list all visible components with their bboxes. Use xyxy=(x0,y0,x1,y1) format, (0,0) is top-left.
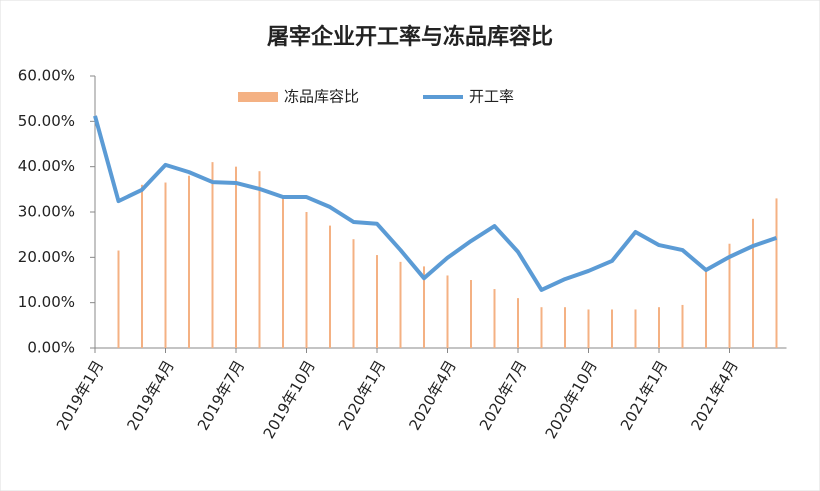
bar xyxy=(540,307,543,348)
bar xyxy=(446,275,449,348)
bar xyxy=(611,309,613,348)
legend-label: 冻品库容比 xyxy=(284,88,359,106)
bar xyxy=(681,304,684,348)
bar xyxy=(117,250,120,348)
bar xyxy=(587,309,590,348)
y-tick-label: 30.00% xyxy=(18,203,75,221)
bar xyxy=(352,239,355,348)
legend-swatch xyxy=(238,92,278,102)
bar xyxy=(399,261,402,348)
bar xyxy=(634,309,637,348)
bar xyxy=(470,280,472,348)
bar xyxy=(752,218,754,348)
bar xyxy=(728,243,731,348)
y-tick-label: 40.00% xyxy=(18,157,75,175)
bar xyxy=(188,175,190,348)
bar xyxy=(705,270,707,348)
bar xyxy=(564,307,566,348)
bar xyxy=(423,266,425,348)
y-tick-label: 0.00% xyxy=(27,339,75,357)
bar xyxy=(775,198,778,348)
bar xyxy=(329,225,331,348)
y-tick-label: 60.00% xyxy=(18,67,75,85)
y-tick-label: 20.00% xyxy=(18,248,75,266)
legend-label: 开工率 xyxy=(469,88,514,106)
y-tick-label: 10.00% xyxy=(18,293,75,311)
bar xyxy=(235,166,237,348)
bar xyxy=(141,184,143,348)
bar xyxy=(493,289,496,348)
bar xyxy=(258,171,261,348)
line xyxy=(93,115,778,292)
y-tick-label: 50.00% xyxy=(18,112,75,130)
bar xyxy=(517,298,519,348)
bar xyxy=(211,162,214,348)
bar xyxy=(376,255,378,348)
bar xyxy=(164,182,167,348)
bar xyxy=(658,307,660,348)
bar xyxy=(305,212,308,348)
chart-title: 屠宰企业开工率与冻品库容比 xyxy=(267,24,553,50)
bar xyxy=(282,198,284,348)
